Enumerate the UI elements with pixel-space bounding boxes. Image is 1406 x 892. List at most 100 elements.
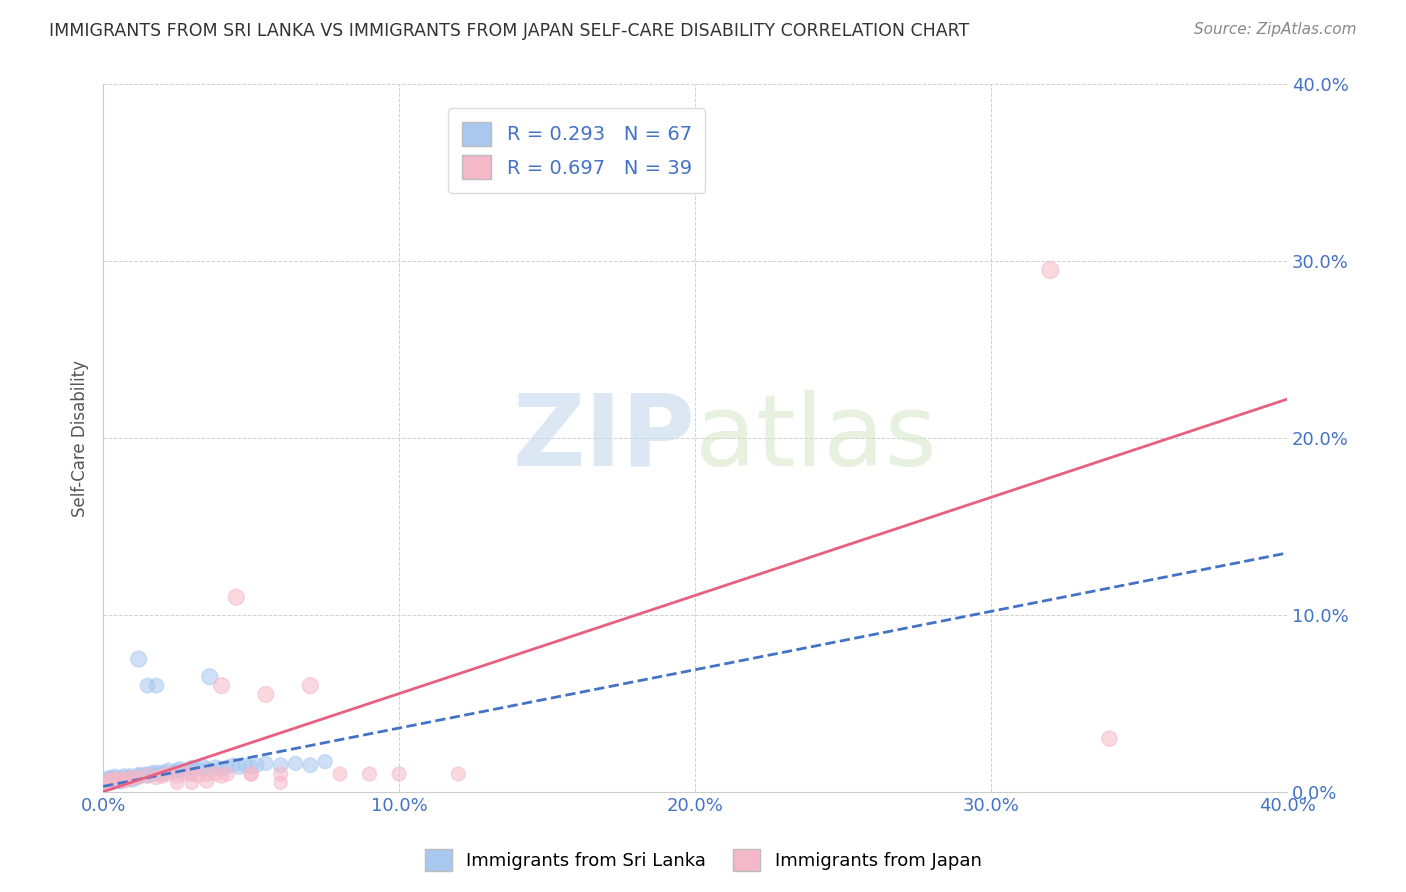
Point	[166, 769, 188, 783]
Point	[198, 670, 221, 684]
Point	[134, 767, 156, 781]
Point	[254, 688, 277, 702]
Point	[240, 760, 263, 774]
Y-axis label: Self-Care Disability: Self-Care Disability	[72, 359, 89, 516]
Point	[217, 767, 239, 781]
Point	[1039, 263, 1062, 277]
Point	[118, 769, 141, 783]
Point	[174, 767, 197, 781]
Point	[136, 769, 159, 783]
Point	[1098, 731, 1121, 746]
Point	[314, 755, 336, 769]
Point	[240, 767, 263, 781]
Text: IMMIGRANTS FROM SRI LANKA VS IMMIGRANTS FROM JAPAN SELF-CARE DISABILITY CORRELAT: IMMIGRANTS FROM SRI LANKA VS IMMIGRANTS …	[49, 22, 970, 40]
Point	[110, 771, 132, 785]
Point	[107, 772, 129, 787]
Point	[112, 772, 135, 787]
Point	[447, 767, 470, 781]
Point	[115, 771, 138, 785]
Point	[155, 765, 177, 780]
Point	[112, 769, 135, 783]
Point	[115, 772, 138, 787]
Point	[121, 772, 143, 787]
Point	[211, 769, 233, 783]
Point	[94, 772, 117, 787]
Point	[104, 774, 127, 789]
Point	[121, 771, 143, 785]
Legend: R = 0.293   N = 67, R = 0.697   N = 39: R = 0.293 N = 67, R = 0.697 N = 39	[449, 108, 706, 193]
Point	[187, 762, 209, 776]
Point	[107, 774, 129, 789]
Point	[107, 771, 129, 785]
Text: ZIP: ZIP	[512, 390, 695, 486]
Point	[284, 756, 307, 771]
Point	[145, 767, 167, 781]
Point	[359, 767, 381, 781]
Point	[98, 778, 121, 792]
Point	[104, 769, 127, 783]
Point	[254, 756, 277, 771]
Point	[121, 771, 143, 785]
Point	[193, 760, 215, 774]
Point	[107, 772, 129, 787]
Point	[195, 762, 218, 776]
Point	[174, 764, 197, 778]
Point	[195, 767, 218, 781]
Point	[204, 767, 226, 781]
Point	[118, 772, 141, 787]
Point	[145, 771, 167, 785]
Point	[157, 767, 180, 781]
Point	[163, 765, 186, 780]
Point	[211, 679, 233, 693]
Point	[101, 772, 124, 787]
Point	[98, 774, 121, 789]
Point	[139, 767, 162, 781]
Point	[145, 679, 167, 693]
Point	[329, 767, 352, 781]
Point	[101, 771, 124, 785]
Point	[222, 758, 245, 772]
Point	[233, 758, 256, 772]
Point	[166, 764, 188, 778]
Point	[388, 767, 411, 781]
Point	[110, 772, 132, 787]
Point	[94, 776, 117, 790]
Point	[110, 772, 132, 787]
Point	[136, 679, 159, 693]
Point	[128, 652, 150, 666]
Point	[112, 774, 135, 789]
Point	[150, 767, 173, 781]
Point	[98, 774, 121, 789]
Legend: Immigrants from Sri Lanka, Immigrants from Japan: Immigrants from Sri Lanka, Immigrants fr…	[418, 842, 988, 879]
Point	[104, 772, 127, 787]
Point	[225, 591, 247, 605]
Point	[101, 774, 124, 789]
Point	[136, 769, 159, 783]
Point	[240, 767, 263, 781]
Text: Source: ZipAtlas.com: Source: ZipAtlas.com	[1194, 22, 1357, 37]
Point	[169, 762, 191, 776]
Point	[104, 774, 127, 789]
Point	[121, 771, 143, 785]
Point	[181, 762, 204, 776]
Point	[217, 760, 239, 774]
Point	[98, 771, 121, 785]
Point	[128, 767, 150, 781]
Point	[270, 767, 292, 781]
Point	[181, 776, 204, 790]
Point	[101, 776, 124, 790]
Point	[148, 765, 170, 780]
Point	[166, 776, 188, 790]
Point	[211, 762, 233, 776]
Point	[228, 760, 250, 774]
Point	[142, 765, 165, 780]
Point	[299, 679, 322, 693]
Point	[187, 769, 209, 783]
Point	[195, 774, 218, 789]
Point	[128, 769, 150, 783]
Point	[131, 769, 153, 783]
Point	[270, 776, 292, 790]
Point	[157, 764, 180, 778]
Point	[150, 769, 173, 783]
Point	[110, 774, 132, 789]
